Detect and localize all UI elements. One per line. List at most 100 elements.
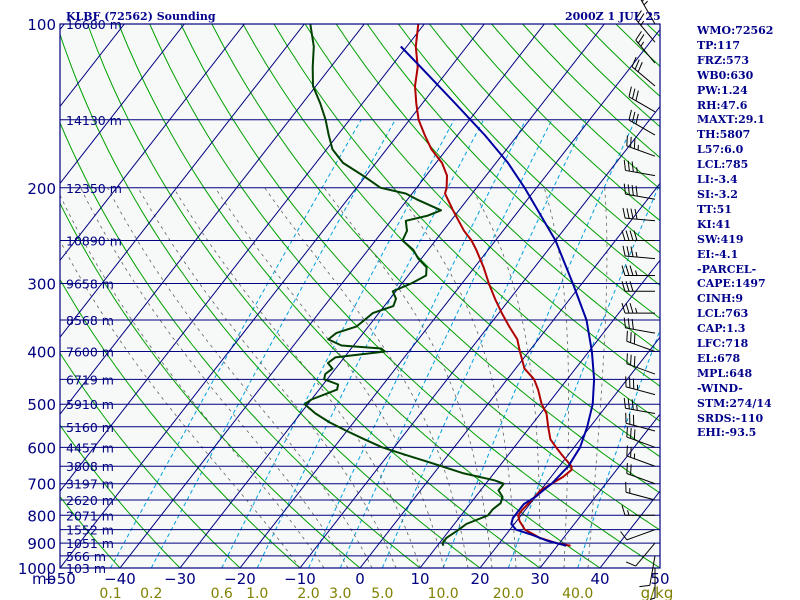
pressure-tick-label: 500 — [27, 396, 56, 414]
index-line: FRZ:573 — [697, 53, 750, 67]
isotherm — [119, 24, 545, 568]
wind-barb-flag — [637, 13, 645, 23]
wind-barb-shaft — [649, 555, 656, 586]
isotherm — [299, 105, 660, 568]
isotherm — [60, 24, 425, 492]
wind-barb-flag — [625, 281, 630, 292]
wind-barb — [628, 109, 656, 136]
wind-barb — [622, 245, 656, 260]
wind-barb-flag — [625, 230, 630, 241]
plot-frame — [59, 23, 661, 569]
mixing-ratio-tick-label: 0.2 — [140, 586, 162, 600]
height-label: 8568 m — [66, 313, 114, 328]
valid-time: 2000Z 1 JUL 25 — [565, 10, 661, 23]
wind-barb-flag — [629, 302, 634, 314]
isotherm — [419, 259, 660, 568]
sounding-traces — [303, 24, 596, 547]
wind-barb — [626, 426, 656, 448]
mixing-ratio-line — [308, 119, 527, 568]
mixing-ratio-line — [577, 328, 660, 568]
mixing-ratio-tick-label: 0.1 — [99, 586, 121, 600]
wind-barb-flag — [630, 427, 632, 439]
isotherm — [60, 24, 305, 339]
wind-barb — [631, 56, 656, 87]
wind-barb — [626, 463, 656, 485]
height-label: 1552 m — [66, 523, 114, 538]
wind-barb-flag — [630, 354, 632, 366]
wind-barb — [621, 505, 655, 516]
wind-barb-half-flag — [636, 405, 638, 411]
wind-barb-flag — [631, 161, 634, 172]
height-label: 7600 m — [66, 345, 114, 360]
wind-barb-shaft — [625, 255, 656, 260]
wind-barb-half-flag — [627, 510, 630, 516]
index-line: CAP:1.3 — [697, 322, 746, 336]
index-line: TP:117 — [697, 38, 741, 52]
wind-barb-shaft — [625, 386, 656, 396]
wind-barb-flag — [630, 246, 634, 257]
wind-barb — [626, 445, 656, 467]
temperature-tick-label: −40 — [104, 570, 136, 588]
pressure-tick-label: 700 — [27, 476, 56, 494]
temperature-tick-label: −10 — [284, 570, 316, 588]
index-line: -PARCEL- — [697, 262, 757, 276]
pressure-tick-label: 1000 — [18, 560, 56, 578]
wind-barb-flag — [621, 505, 626, 516]
plot-area — [60, 24, 660, 568]
temperature-tick-label: −20 — [224, 570, 256, 588]
wind-barb — [623, 160, 656, 177]
index-line: RH:47.6 — [697, 98, 748, 112]
wind-barb — [623, 397, 656, 414]
wind-barb — [625, 481, 656, 501]
wind-barb-flag — [631, 318, 634, 330]
wind-barb-flag — [633, 230, 638, 241]
height-label: 5910 m — [66, 397, 114, 412]
mixing-ratio-tick-label: 2.0 — [297, 586, 319, 600]
height-label: 12350 m — [66, 181, 122, 196]
wind-barb-flag — [637, 62, 643, 73]
wind-barb-flag — [621, 230, 626, 241]
moist-adiabat — [137, 187, 397, 568]
pressure-tick-label: 300 — [27, 276, 56, 294]
wind-barb-flag — [622, 245, 626, 257]
wind-barb-flag — [626, 445, 628, 456]
wind-barb-flag — [635, 113, 639, 125]
mixing-ratio-line — [256, 119, 485, 568]
wind-barb-shaft — [625, 422, 656, 432]
height-label: 1051 m — [66, 536, 114, 551]
wind-barb-flag — [633, 138, 636, 149]
wind-barb-flag — [633, 356, 636, 367]
moist-adiabat — [323, 187, 493, 568]
wind-barb-flag — [623, 397, 626, 409]
wind-barb-flag — [630, 332, 632, 343]
index-line: STM:274/14 — [697, 396, 772, 410]
pressure-tick-label: 200 — [27, 180, 56, 198]
wind-barb-flag — [635, 90, 639, 101]
wind-barb-half-flag — [640, 20, 645, 26]
wind-barb-flag — [634, 208, 638, 220]
isotherm — [60, 24, 245, 262]
wind-barb — [621, 281, 655, 292]
wind-barb-flag — [633, 333, 636, 345]
wind-barb-half-flag — [635, 307, 638, 314]
wind-barb-shaft — [625, 407, 656, 414]
background-lines — [60, 24, 660, 568]
height-label: 2620 m — [66, 493, 114, 508]
index-line: LCL:763 — [697, 307, 749, 321]
wind-barb — [628, 86, 656, 113]
wind-barb-flag — [626, 246, 630, 257]
index-line: SW:419 — [697, 232, 744, 246]
wind-barb-flag — [626, 463, 628, 474]
wind-barb-shaft — [626, 436, 656, 448]
wind-barb-flag — [625, 302, 630, 314]
index-line: EHI:-93.5 — [697, 426, 757, 440]
index-line: TH:5807 — [697, 128, 751, 142]
index-line: MAXT:29.1 — [697, 113, 765, 127]
wind-barb-flag — [637, 34, 645, 44]
wind-barb-flag — [630, 464, 632, 475]
wind-barb-flag — [631, 185, 634, 196]
isotherm — [539, 413, 660, 568]
wind-barb-flag — [626, 426, 628, 438]
mixing-ratio-tick-label: 3.0 — [329, 586, 351, 600]
